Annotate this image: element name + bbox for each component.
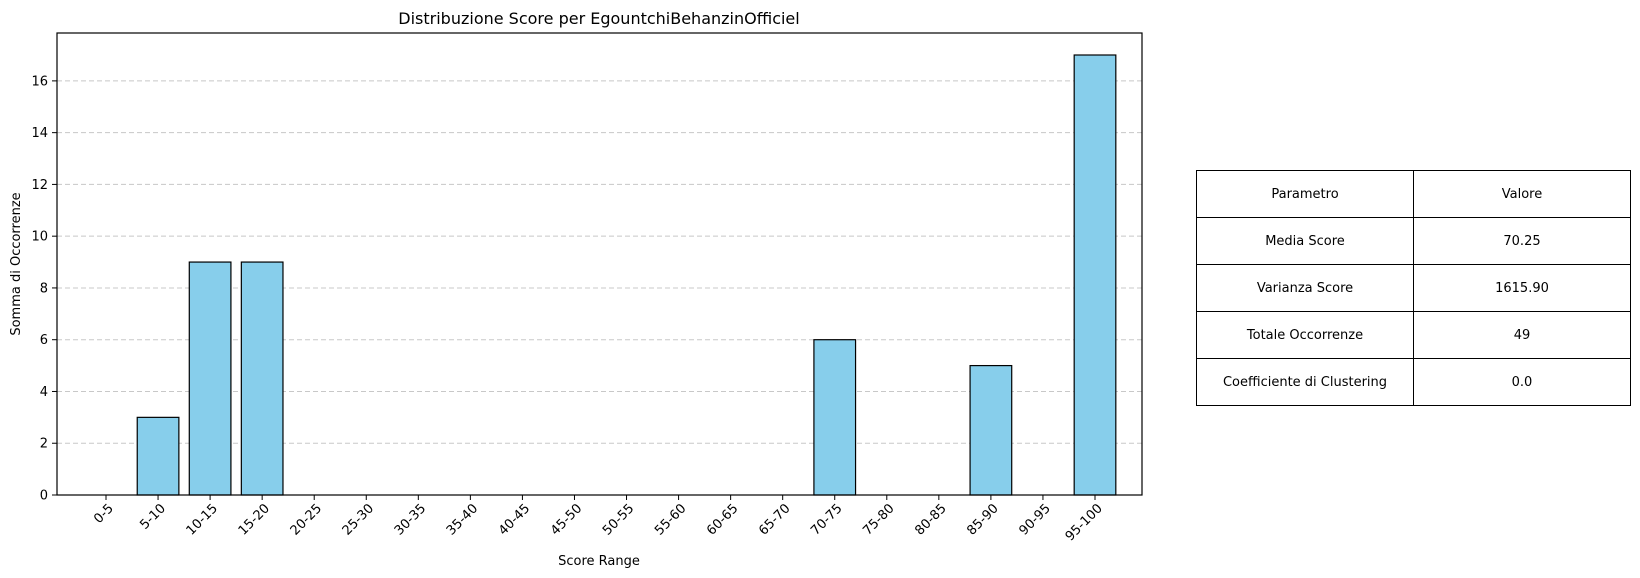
y-axis-label: Somma di Occorrenze	[9, 192, 24, 335]
y-tick-label: 12	[31, 178, 48, 193]
x-tick-label: 80-85	[912, 501, 949, 538]
x-tick-label: 15-20	[236, 501, 273, 538]
bar-10-15	[188, 261, 232, 496]
x-axis: 0-5 5-10 10-15 15-20 20-25 25-30 30-35 35-40 40-…	[91, 495, 1106, 544]
x-tick-label: 10-15	[184, 501, 221, 538]
table-cell-value: Valore	[1413, 170, 1631, 218]
table-row: Coefficiente di Clustering 0.0	[1196, 358, 1631, 406]
x-tick-label: 25-30	[340, 501, 377, 538]
table-cell-value: 70.25	[1413, 217, 1631, 265]
bar-15-20	[240, 261, 284, 496]
x-tick-label: 65-70	[756, 501, 793, 538]
table-row: Totale Occorrenze 49	[1196, 311, 1631, 359]
table-row: Media Score 70.25	[1196, 217, 1631, 265]
table-cell-value: 0.0	[1413, 358, 1631, 406]
x-tick-label: 90-95	[1016, 501, 1053, 538]
y-tick-label: 6	[40, 333, 48, 348]
bar-95-100	[1073, 54, 1117, 496]
chart-title: Distribuzione Score per EgountchiBehanzi…	[398, 9, 799, 28]
x-tick-label: 45-50	[548, 501, 585, 538]
x-axis-label: Score Range	[558, 554, 640, 569]
grid-lines	[57, 80, 1142, 444]
bar-70-75	[813, 339, 857, 496]
bar-5-10	[136, 416, 180, 496]
table-cell-value: 49	[1413, 311, 1631, 359]
table-cell-parameter: Coefficiente di Clustering	[1196, 358, 1414, 406]
x-tick-label: 95-100	[1063, 501, 1106, 544]
table-cell-parameter: Varianza Score	[1196, 264, 1414, 312]
table-cell-parameter: Parametro	[1196, 170, 1414, 218]
x-tick-label: 60-65	[704, 501, 741, 538]
y-tick-label: 14	[31, 126, 48, 141]
x-tick-label: 5-10	[137, 501, 168, 532]
x-tick-label: 20-25	[288, 501, 325, 538]
table-cell-parameter: Totale Occorrenze	[1196, 311, 1414, 359]
y-tick-label: 8	[40, 281, 48, 296]
x-tick-label: 35-40	[444, 501, 481, 538]
x-tick-label: 75-80	[860, 501, 897, 538]
y-tick-label: 0	[40, 489, 48, 504]
table-header-row: Parametro Valore	[1196, 170, 1631, 218]
table-row: Varianza Score 1615.90	[1196, 264, 1631, 312]
x-tick-label: 55-60	[652, 501, 689, 538]
x-tick-label: 0-5	[91, 501, 117, 527]
table-cell-value: 1615.90	[1413, 264, 1631, 312]
bars	[136, 54, 1117, 496]
y-tick-label: 10	[31, 230, 48, 245]
y-tick-label: 2	[40, 437, 48, 452]
stats-table: Parametro Valore Media Score 70.25 Varianza …	[1196, 170, 1631, 406]
x-tick-label: 70-75	[808, 501, 845, 538]
x-tick-label: 30-35	[392, 501, 429, 538]
x-tick-label: 50-55	[600, 501, 637, 538]
y-tick-label: 4	[40, 385, 48, 400]
x-tick-label: 40-45	[496, 501, 533, 538]
table-cell-parameter: Media Score	[1196, 217, 1414, 265]
plot-frame	[56, 32, 1143, 496]
y-tick-label: 16	[31, 74, 48, 89]
bar-85-90	[969, 364, 1013, 496]
x-tick-label: 85-90	[964, 501, 1001, 538]
y-axis: 0 2 4 6 8 10 12 14 16	[31, 74, 57, 504]
